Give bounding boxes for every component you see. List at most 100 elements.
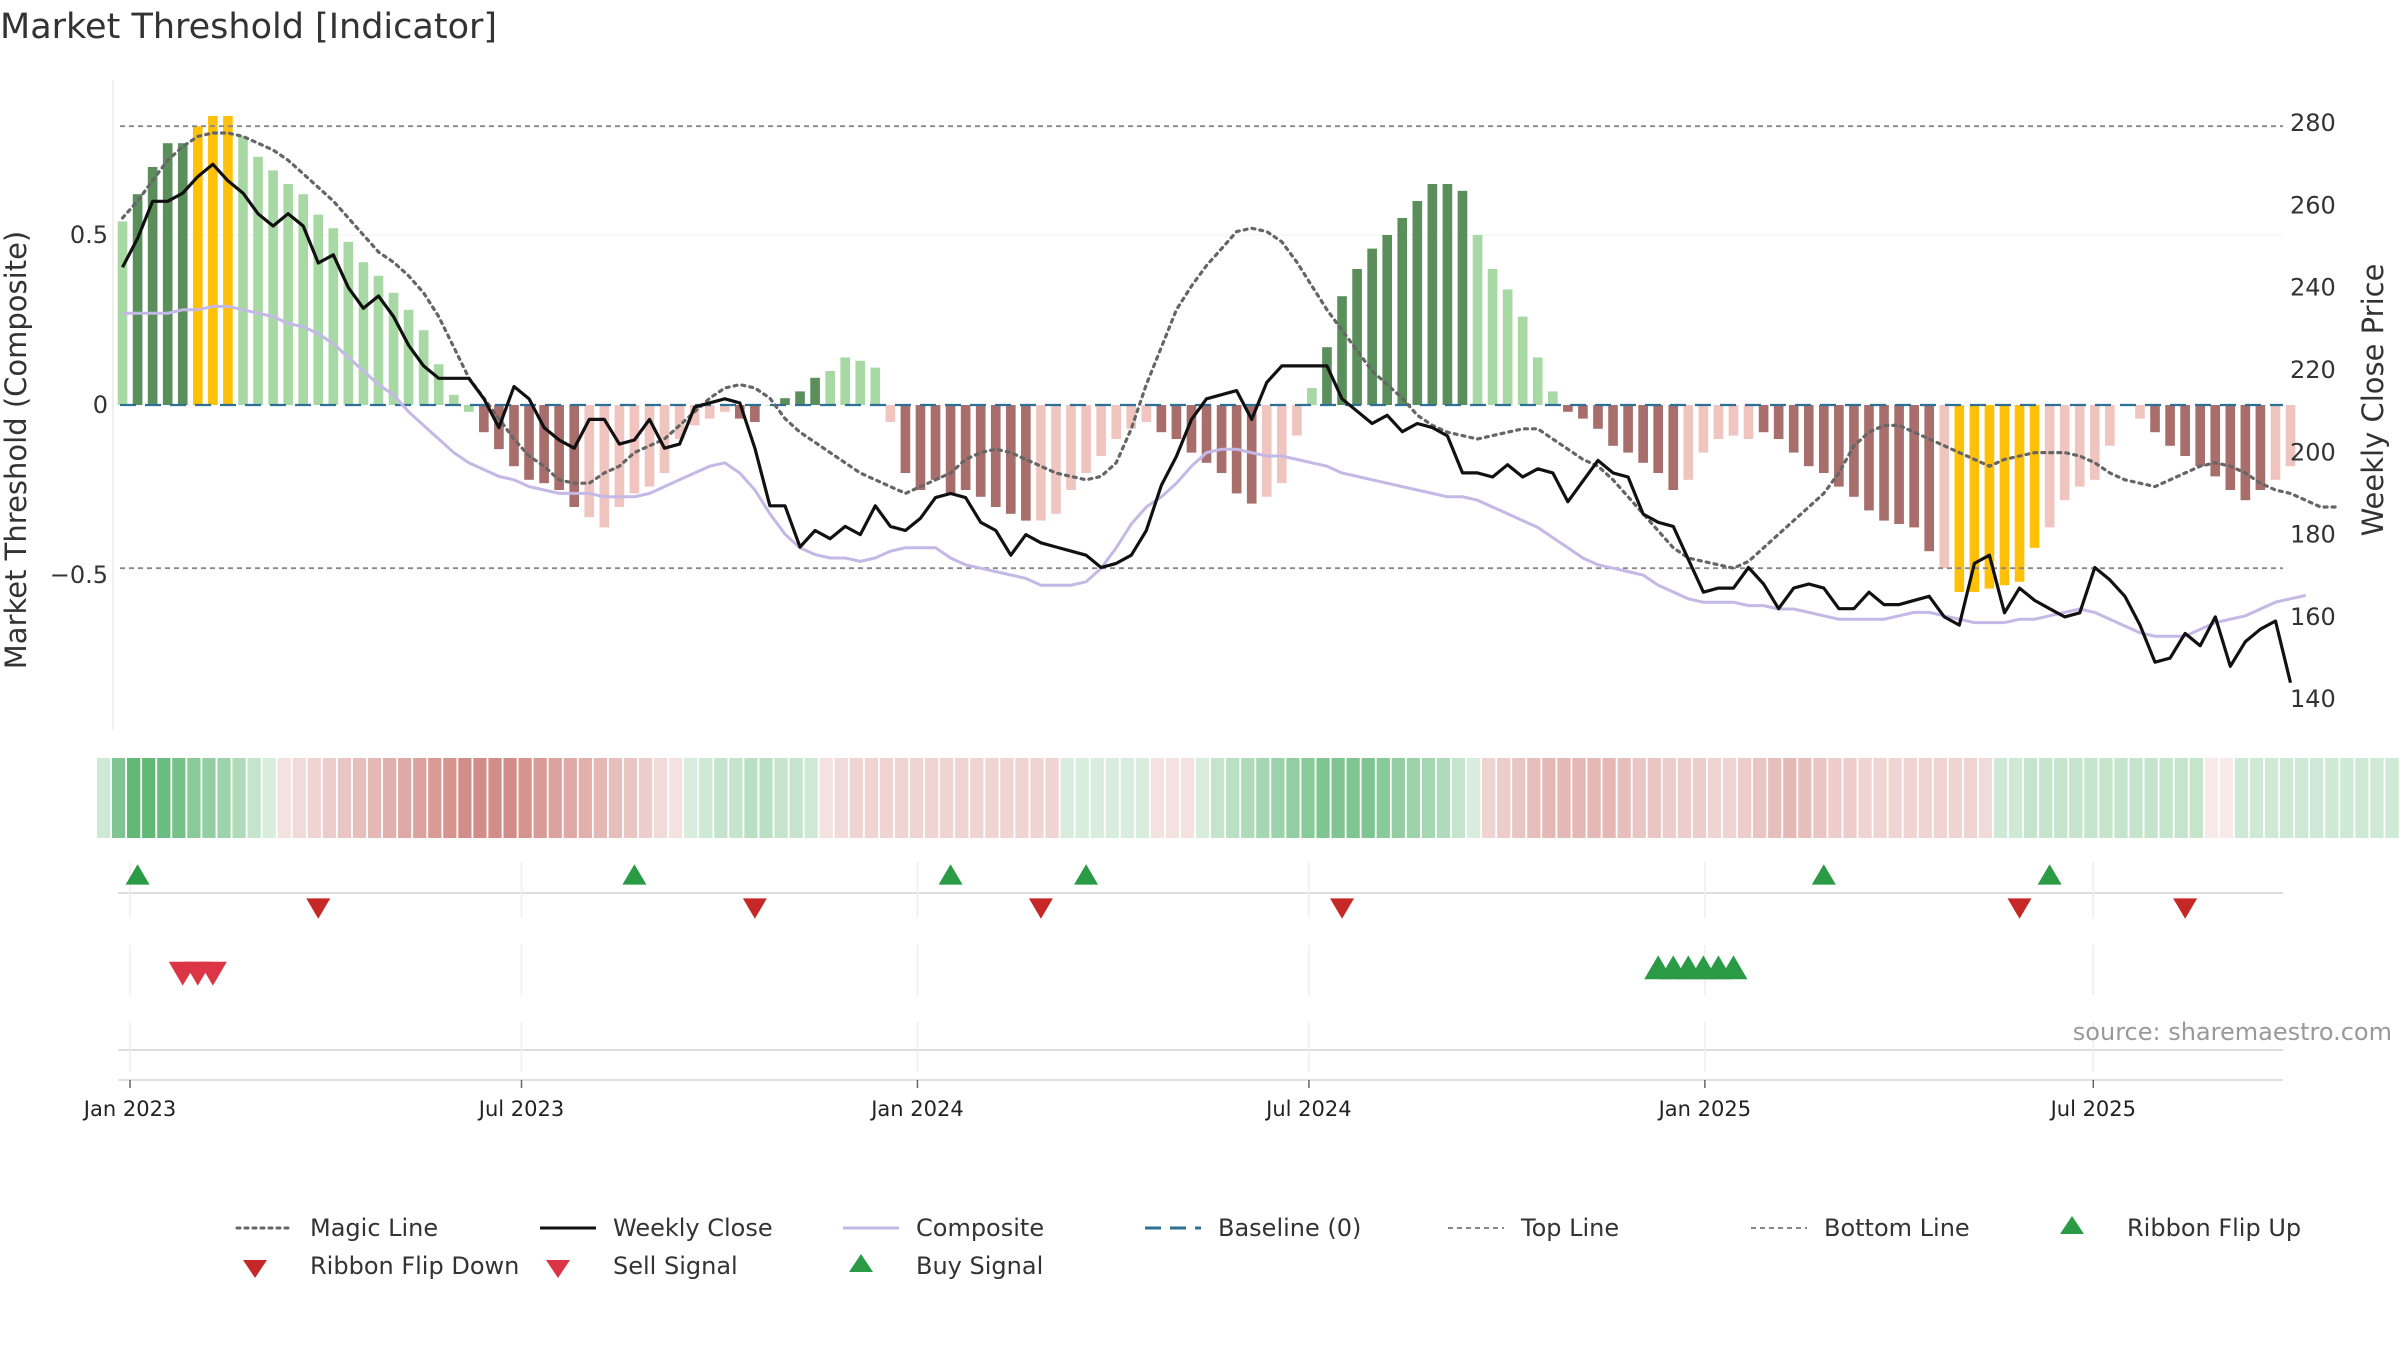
y2-tick-label: 280 bbox=[2290, 109, 2336, 137]
composite-bar bbox=[1487, 269, 1498, 405]
ribbon-cell bbox=[1482, 758, 1496, 838]
composite-bar bbox=[2195, 405, 2206, 467]
composite-bar bbox=[1924, 405, 1935, 552]
composite-bar bbox=[719, 405, 730, 412]
ribbon-cell bbox=[789, 758, 803, 838]
x-tick-label: Jul 2025 bbox=[2049, 1097, 2136, 1121]
composite-bar bbox=[2255, 405, 2266, 490]
composite-bar bbox=[2135, 405, 2145, 419]
composite-bar bbox=[960, 405, 971, 490]
legend-item: Baseline (0) bbox=[1145, 1214, 1361, 1242]
legend-item: Ribbon Flip Up bbox=[2060, 1214, 2301, 1242]
composite-bar bbox=[1879, 405, 1889, 521]
composite-bar bbox=[1322, 347, 1332, 405]
ribbon-cell bbox=[172, 758, 186, 838]
composite-bar bbox=[2270, 405, 2281, 480]
composite-bar bbox=[1442, 184, 1453, 405]
ribbon-cell bbox=[1948, 758, 1963, 838]
legend-marker bbox=[243, 1260, 267, 1278]
composite-bar bbox=[1307, 388, 1317, 405]
composite-bar bbox=[870, 367, 881, 405]
legend-label: Top Line bbox=[1520, 1214, 1619, 1242]
composite-bar bbox=[1623, 405, 1633, 453]
composite-bar bbox=[1803, 405, 1814, 467]
ribbon-cell bbox=[2355, 758, 2369, 838]
composite-bar bbox=[2044, 405, 2055, 528]
ribbon-cell bbox=[1888, 758, 1902, 838]
ribbon-cell bbox=[2295, 758, 2309, 838]
legend-item: Weekly Close bbox=[540, 1214, 773, 1242]
ribbon-flip-up-marker bbox=[1074, 864, 1099, 885]
ribbon-cell bbox=[96, 758, 111, 838]
composite-bar bbox=[1081, 405, 1091, 473]
composite-bar bbox=[1201, 405, 1212, 463]
ribbon-cell bbox=[1587, 758, 1601, 838]
composite-bar bbox=[1638, 405, 1648, 463]
composite-bar bbox=[253, 156, 263, 405]
ribbon-flip-up-marker bbox=[2037, 864, 2062, 885]
composite-bar bbox=[1111, 405, 1122, 439]
ribbon-cell bbox=[955, 758, 969, 838]
ribbon-cell bbox=[352, 758, 367, 838]
composite-bar bbox=[132, 194, 143, 405]
ribbon-cell bbox=[398, 758, 412, 838]
composite-bar bbox=[1698, 405, 1709, 453]
ribbon-cell bbox=[1211, 758, 1225, 838]
ribbon-flip-down-marker bbox=[742, 898, 767, 919]
composite-bar bbox=[177, 143, 188, 405]
ribbon-cell bbox=[2054, 758, 2068, 838]
composite-bar bbox=[975, 405, 986, 497]
x-tick-label: Jan 2025 bbox=[1657, 1097, 1752, 1121]
composite-bar bbox=[674, 405, 685, 439]
ribbon-cell bbox=[1015, 758, 1029, 838]
ribbon-cell bbox=[2340, 758, 2354, 838]
ribbon-cell bbox=[2159, 758, 2173, 838]
composite-bar bbox=[750, 405, 760, 422]
ribbon-cell bbox=[1978, 758, 1993, 838]
composite-bar bbox=[734, 405, 745, 419]
composite-bar bbox=[223, 116, 233, 405]
composite-bar bbox=[1532, 357, 1543, 405]
ribbon-cell bbox=[1271, 758, 1285, 838]
ribbon-cell bbox=[1165, 758, 1180, 838]
ribbon-cell bbox=[684, 758, 698, 838]
ribbon-cell bbox=[924, 758, 939, 838]
ribbon-cell bbox=[1135, 758, 1150, 838]
ribbon-cell bbox=[1286, 758, 1300, 838]
ribbon-cell bbox=[1798, 758, 1812, 838]
composite-bar bbox=[388, 292, 399, 405]
ribbon-cell bbox=[1331, 758, 1345, 838]
ribbon-cell bbox=[2234, 758, 2249, 838]
composite-bar bbox=[2089, 405, 2100, 480]
composite-bars bbox=[117, 116, 2296, 592]
composite-bar bbox=[1547, 391, 1558, 405]
ribbon-cell bbox=[1512, 758, 1526, 838]
ribbon-cell bbox=[1602, 758, 1616, 838]
composite-bar bbox=[1156, 405, 1167, 433]
composite-bar bbox=[1096, 405, 1106, 456]
y-tick-label: 0 bbox=[93, 391, 108, 419]
ribbon-cell bbox=[2008, 758, 2023, 838]
composite-bar bbox=[509, 405, 519, 467]
y2-tick-label: 200 bbox=[2290, 438, 2336, 466]
ribbon-cell bbox=[1572, 758, 1586, 838]
ribbon-cell bbox=[744, 758, 758, 838]
ribbon-cell bbox=[1768, 758, 1782, 838]
composite-bar bbox=[825, 371, 835, 405]
sell-signal-marker bbox=[198, 961, 227, 986]
ribbon-cell bbox=[1753, 758, 1767, 838]
ribbon-cell bbox=[157, 758, 171, 838]
ribbon-cell bbox=[970, 758, 984, 838]
ribbon-cell bbox=[1180, 758, 1195, 838]
y2-axis-label: Weekly Close Price bbox=[2356, 264, 2390, 537]
composite-bar bbox=[704, 405, 715, 419]
ribbon-cell bbox=[322, 758, 337, 838]
y-tick-label: −0.5 bbox=[50, 561, 108, 589]
ribbon-cell bbox=[1918, 758, 1932, 838]
ribbon-cell bbox=[1301, 758, 1315, 838]
composite-bar bbox=[403, 309, 414, 405]
composite-bar bbox=[1036, 405, 1046, 521]
ribbon-cell bbox=[307, 758, 321, 838]
legend-item: Bottom Line bbox=[1751, 1214, 1970, 1242]
ribbon-flip-up-marker bbox=[938, 864, 963, 885]
